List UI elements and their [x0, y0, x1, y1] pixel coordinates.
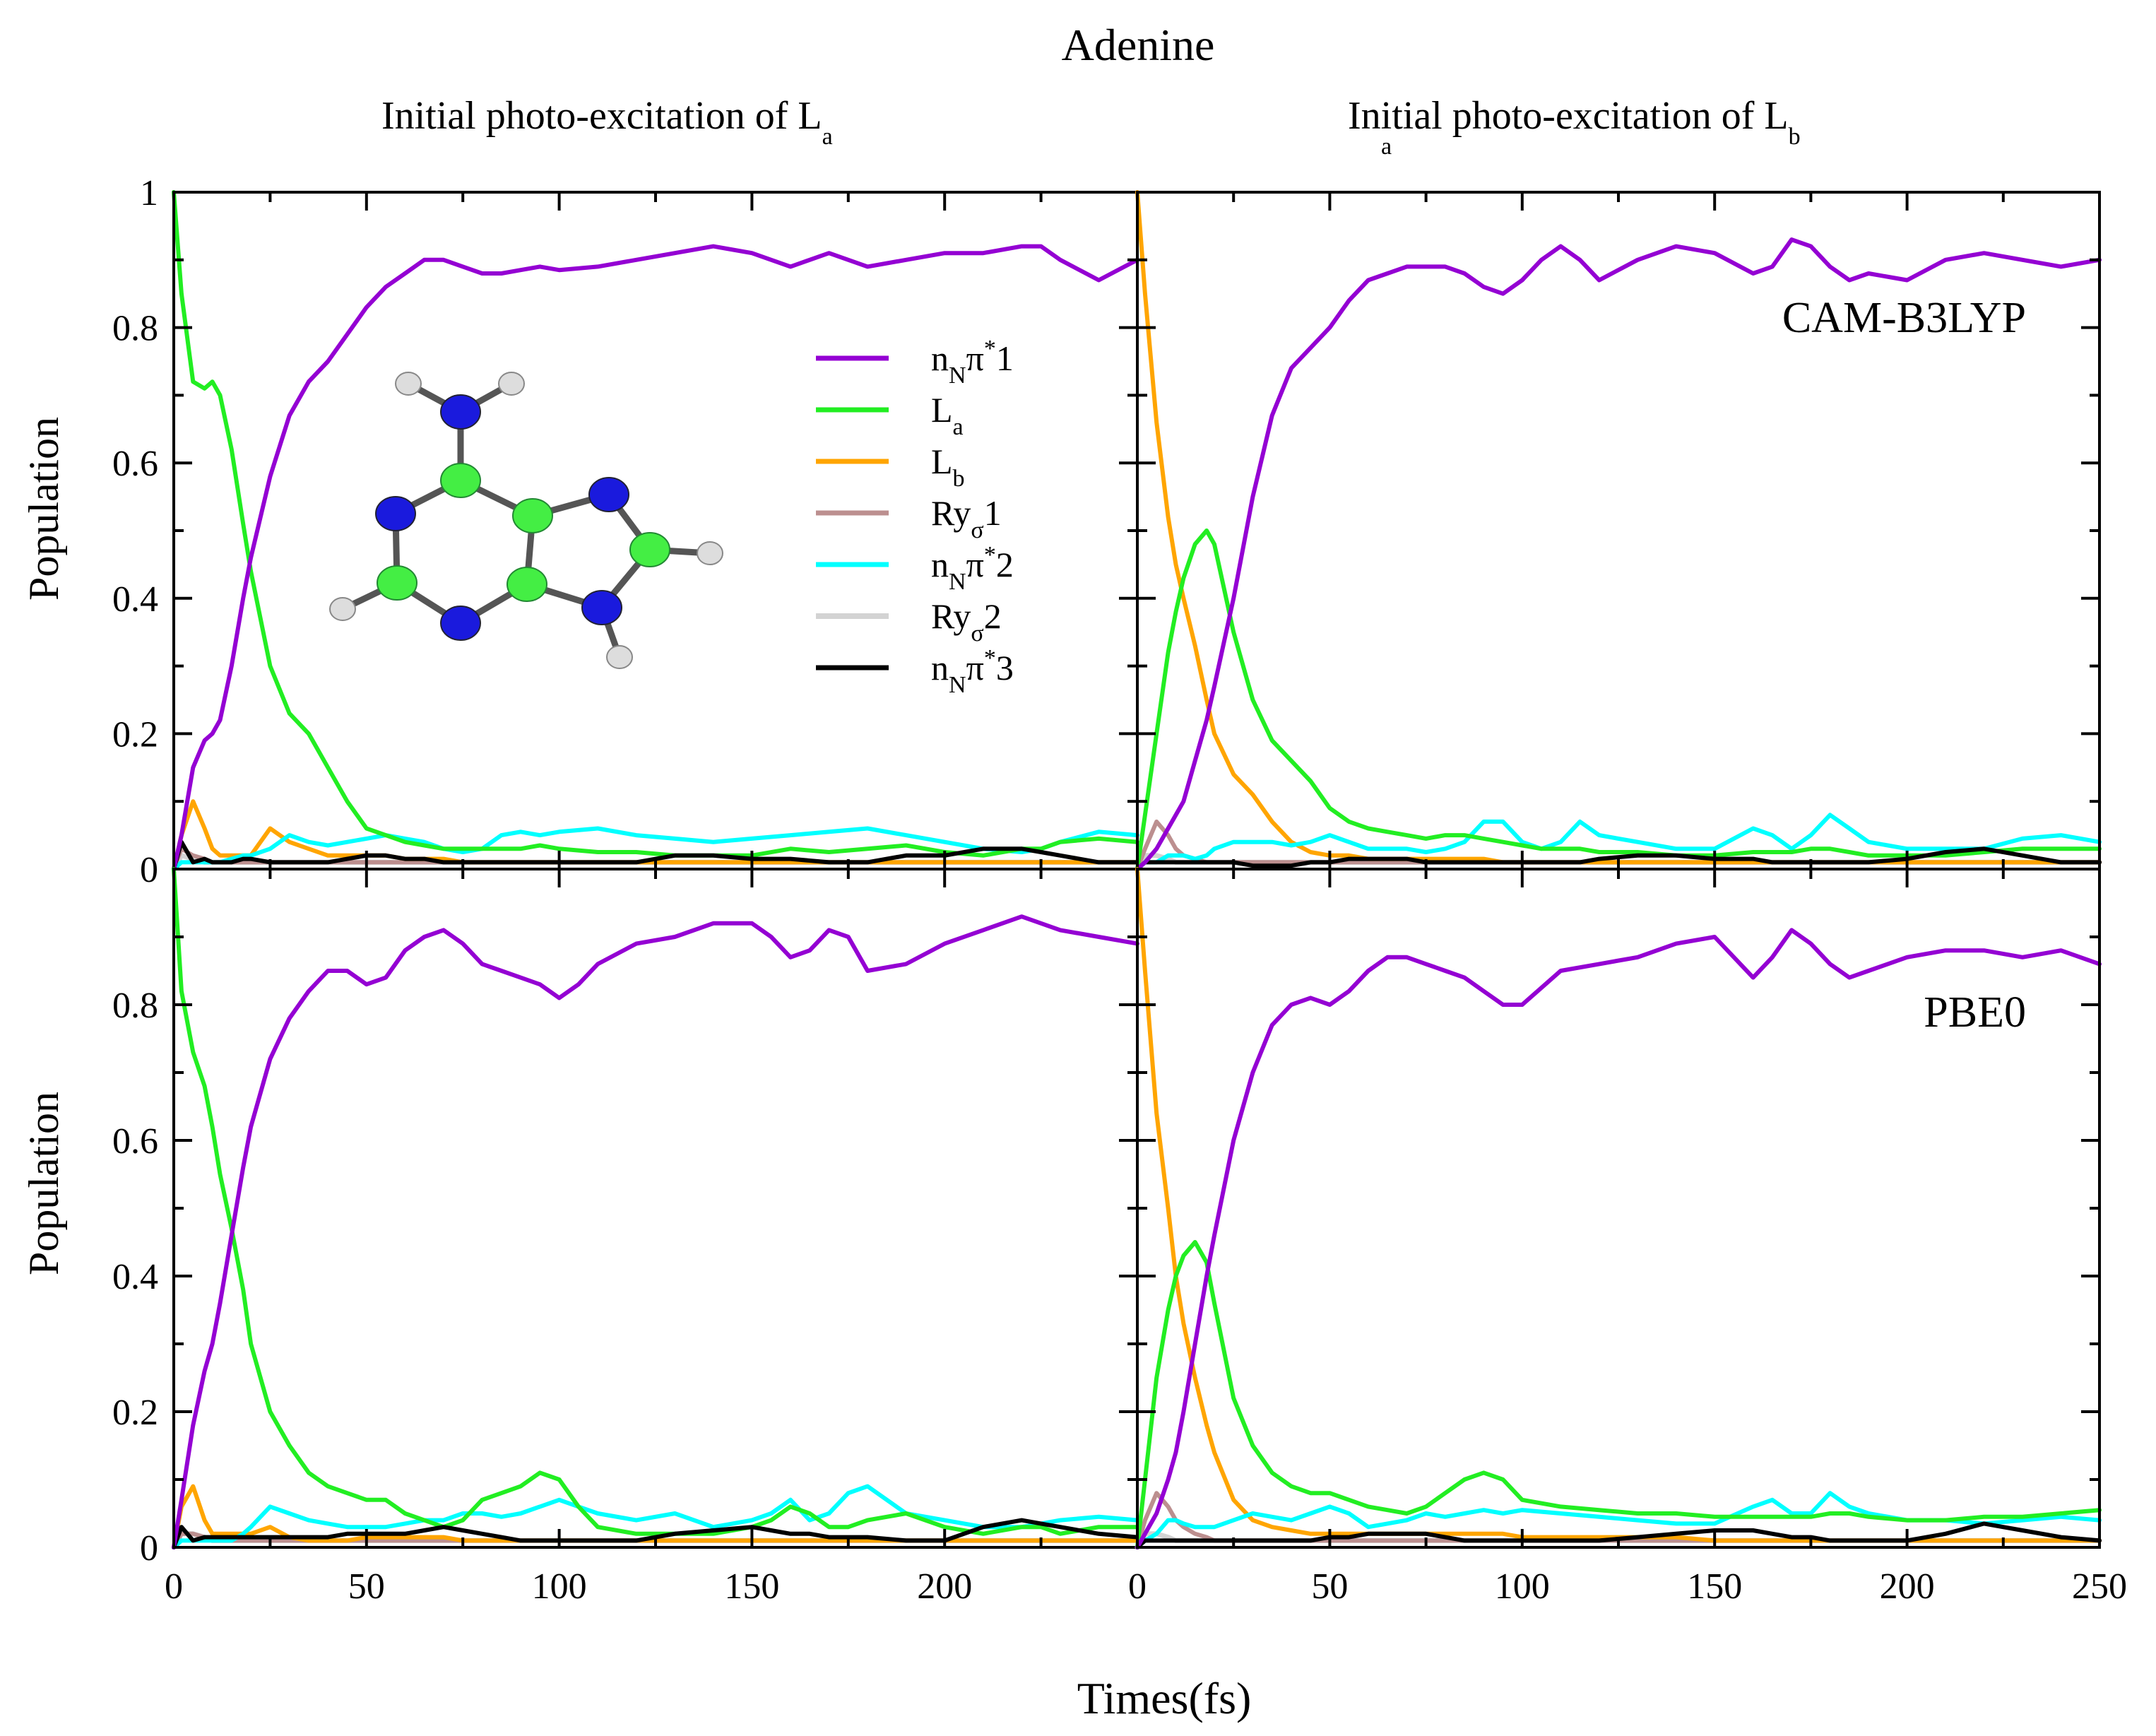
series-line-nNpi3 [172, 1518, 1139, 1549]
legend-label: nNπ*2 [931, 542, 1014, 595]
legend-entry-La: La [816, 390, 964, 440]
series-line-nNpi3 [1135, 846, 2102, 871]
series-line-nNpi2 [1135, 813, 2102, 871]
column-title-left: Initial photo-excitation of La [381, 94, 833, 150]
legend-label: nNπ*3 [931, 645, 1014, 698]
series-line-nNpi1 [172, 244, 1139, 871]
panel-frame [1136, 868, 2101, 1549]
panel-bottom-left [171, 867, 1140, 1550]
panel-top-right [1135, 190, 2102, 872]
legend-entry-Rys1: Ryσ1 [816, 493, 1002, 543]
series-line-nNpi3 [1135, 1521, 2102, 1549]
x-tick-label: 50 [348, 1566, 385, 1607]
y-axis-label-bottom: Population [20, 1092, 67, 1275]
y-tick-label: 0.2 [112, 714, 158, 755]
panel-bottom-right [1135, 867, 2102, 1550]
x-tick-label: 100 [532, 1566, 587, 1607]
plot-area [1135, 190, 2102, 872]
series-line-nNpi1 [1135, 237, 2102, 871]
x-tick-label: 250 [2072, 1566, 2127, 1607]
y-tick-label: 0.2 [112, 1393, 158, 1433]
legend-entry-nNpi2: nNπ*2 [816, 542, 1014, 595]
legend-label: Ryσ1 [931, 493, 1002, 543]
y-tick-label: 0.6 [112, 444, 158, 484]
x-tick-label: 0 [1128, 1566, 1147, 1607]
column-title-right: Initial photo-excitation of Lb [1348, 94, 1801, 150]
x-tick-label: 50 [1311, 1566, 1348, 1607]
legend-label: La [931, 390, 964, 440]
column-title-right-stray-sub: a [1381, 134, 1392, 160]
x-tick-label: 200 [917, 1566, 972, 1607]
x-tick-label: 200 [1880, 1566, 1935, 1607]
x-axis-label: Times(fs) [1077, 1673, 1252, 1723]
y-tick-label: 0.4 [112, 579, 158, 620]
plot-area [1135, 867, 2102, 1550]
legend-entry-nNpi3: nNπ*3 [816, 645, 1014, 698]
axis-ticks [174, 869, 1137, 1547]
series-line-La [1135, 1240, 2102, 1549]
legend-entry-nNpi1: nNπ*1 [816, 336, 1014, 389]
series-line-Lb [1135, 190, 2102, 865]
figure-title: Adenine [1062, 20, 1215, 70]
legend-entry-Rys2: Ryσ2 [816, 596, 1002, 646]
y-tick-label: 0 [140, 1528, 158, 1569]
y-tick-label: 1 [140, 173, 158, 213]
method-label-cam-b3lyp: CAM-B3LYP [1782, 294, 2026, 342]
series-line-La [1135, 529, 2102, 871]
panel-frame [172, 868, 1139, 1549]
y-tick-label: 0 [140, 850, 158, 890]
series-line-nNpi2 [172, 1484, 1139, 1549]
legend-label: Ryσ2 [931, 596, 1002, 646]
axis-ticks [1137, 192, 2099, 869]
legend-entry-Lb: Lb [816, 442, 965, 492]
axis-ticks [174, 192, 1137, 869]
series-line-nNpi1 [172, 914, 1139, 1549]
y-tick-label: 0.8 [112, 309, 158, 349]
series-line-nNpi1 [1135, 928, 2102, 1549]
y-axis-label-top: Population [20, 417, 67, 601]
series-line-La [172, 190, 1139, 858]
legend-label: Lb [931, 442, 965, 492]
series-line-La [172, 867, 1139, 1536]
plot-area [171, 190, 1140, 872]
method-label-pbe0: PBE0 [1924, 988, 2026, 1037]
x-tick-label: 150 [1687, 1566, 1742, 1607]
legend-label: nNπ*1 [931, 336, 1014, 389]
axis-ticks [1137, 869, 2099, 1547]
tick-labels: 0 0.2 0.4 0.6 0.8 1 0 0.2 0.4 0.6 0.8 0 50 100 150 200 0… [112, 173, 2127, 1607]
series-line-Lb [1135, 867, 2102, 1543]
x-tick-label: 0 [165, 1566, 183, 1607]
adenine-ball-and-stick-icon [329, 372, 723, 669]
x-tick-label: 150 [724, 1566, 779, 1607]
y-tick-label: 0.4 [112, 1257, 158, 1297]
y-tick-label: 0.6 [112, 1121, 158, 1162]
series-line-nNpi2 [1135, 1491, 2102, 1549]
series-line-nNpi3 [172, 839, 1139, 871]
y-tick-label: 0.8 [112, 986, 158, 1026]
plot-area [171, 867, 1140, 1550]
x-tick-label: 100 [1495, 1566, 1550, 1607]
